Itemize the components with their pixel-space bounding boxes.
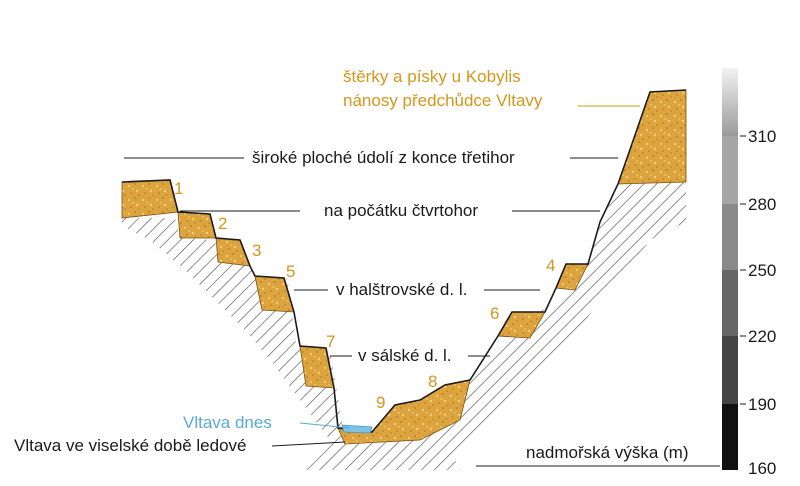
terrace-number-7: 7 [326,332,335,351]
bedrock-hatch [122,162,686,470]
terrace-number-5: 5 [286,262,295,281]
altitude-label: nadmořská výška (m) [526,443,688,462]
kobylis-label-line2: nánosy předchůdce Vltavy [343,91,543,110]
terrace-number-8: 8 [428,372,437,391]
scale-tick-160: 160 [748,459,776,478]
terrace-number-1: 1 [174,179,183,198]
vltava-today-label: Vltava dnes [183,413,272,432]
terrain-outline [121,89,687,433]
terrace-1-gravel [121,179,179,219]
scale-segment-280 [722,136,738,204]
quaternary-start-label: na počátku čtvrtohor [324,201,478,220]
scale-tick-310: 310 [748,127,776,146]
kobylis-label-line1: štěrky a písky u Kobylis [343,67,521,86]
tertiary-label: široké ploché údolí z konce třetihor [252,148,515,167]
terrace-number-2: 2 [218,214,227,233]
scale-segment-160 [722,404,738,470]
terrace-number-3: 3 [252,241,261,260]
scale-segment-310 [722,68,738,136]
scale-tick-250: 250 [748,261,776,280]
scale-tick-220: 220 [748,327,776,346]
halstrov-label: v halštrovské d. l. [336,280,467,299]
vistula-label: Vltava ve viselské době ledové [14,436,246,455]
kobylis-gravel [617,89,687,185]
terrace-number-6: 6 [490,304,499,323]
terrace-number-9: 9 [376,393,385,412]
scale-segment-190 [722,336,738,404]
scale-tick-280: 280 [748,195,776,214]
vistula-line [271,441,346,447]
altitude-scale [722,68,746,470]
scale-segment-220 [722,270,738,336]
scale-tick-190: 190 [748,395,776,414]
vltava-today-water [341,424,373,434]
vltava-today-line [299,422,351,429]
sals-label: v sálské d. l. [358,346,452,365]
terrace-number-4: 4 [546,256,555,275]
scale-segment-250 [722,204,738,270]
